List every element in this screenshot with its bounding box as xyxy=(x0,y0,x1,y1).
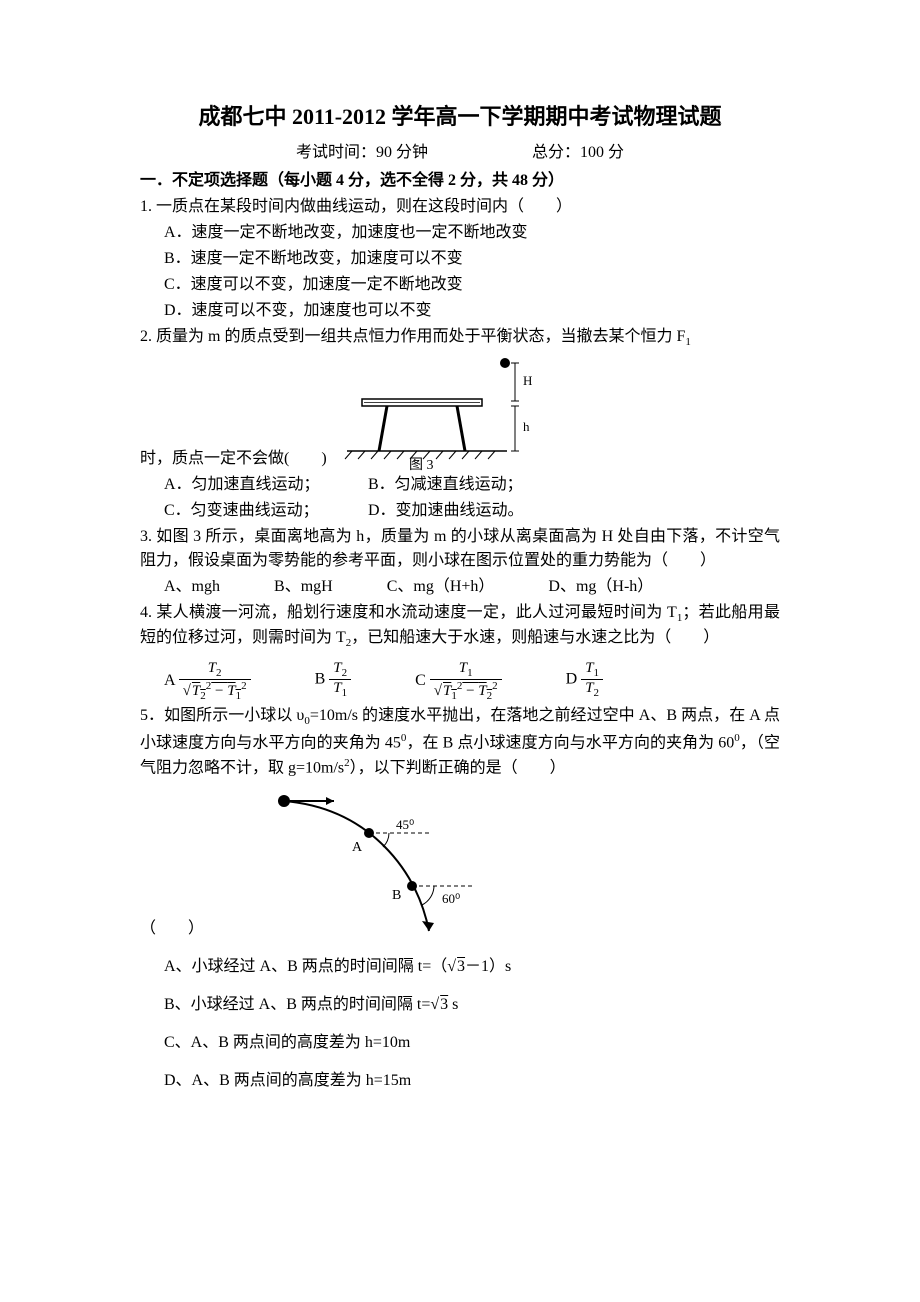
q4-opt-c: C T1 √T12 − T22 xyxy=(415,660,502,702)
q4-b-frac: T2 T1 xyxy=(329,660,351,699)
q2-opt-b: B．匀减速直线运动； xyxy=(368,476,523,493)
q5-a-p2: －1）s xyxy=(465,958,511,975)
q2-stem-p2: 时，质点一定不会做( ) xyxy=(140,447,327,471)
q3-opt-b: B、mgH xyxy=(274,575,333,599)
q3-stem: 3. 如图 3 所示，桌面离地高为 h，质量为 m 的小球从离桌面高为 H 处自… xyxy=(140,525,780,573)
q3-opt-a: A、mgh xyxy=(164,575,220,599)
q4-d-label: D xyxy=(566,670,578,687)
q4-stem: 4. 某人横渡一河流，船划行速度和水流动速度一定，此人过河最短时间为 T1；若此… xyxy=(140,601,780,652)
q2-stem-line1: 2. 质量为 m 的质点受到一组共点恒力作用而处于平衡状态，当撤去某个恒力 F1 xyxy=(140,325,780,351)
q5-opt-c: C、A、B 两点间的高度差为 h=10m xyxy=(164,1031,780,1055)
fig-label-h: h xyxy=(523,419,530,434)
q4-c-label: C xyxy=(415,672,426,689)
q4-c-frac: T1 √T12 − T22 xyxy=(430,660,502,702)
q1-opt-d: D．速度可以不变，加速度也可以不变 xyxy=(164,299,780,323)
q4-opt-d: D T1 T2 xyxy=(566,660,603,699)
q3-opt-d: D、mg（H-h） xyxy=(548,575,653,599)
q2: 2. 质量为 m 的质点受到一组共点恒力作用而处于平衡状态，当撤去某个恒力 F1… xyxy=(140,325,780,523)
q4-options: A T2 √T22 − T12 B T2 T1 C T1 √T12 − T22 … xyxy=(164,660,780,702)
q5-sp1: 5．如图所示一小球以 υ xyxy=(140,707,304,724)
q4-opt-a: A T2 √T22 − T12 xyxy=(164,660,251,702)
q5-sp3: ，在 B 点小球速度方向与水平方向的夹角为 60 xyxy=(406,734,734,751)
q4-b-label: B xyxy=(315,670,326,687)
fig3-caption: 图 3 xyxy=(409,458,434,471)
q5-b-sqrt: 3 xyxy=(439,996,448,1013)
q3: 3. 如图 3 所示，桌面离地高为 h，质量为 m 的小球从离桌面高为 H 处自… xyxy=(140,525,780,599)
q5-opt-d: D、A、B 两点间的高度差为 h=15m xyxy=(164,1069,780,1093)
q4-sp1: 4. 某人横渡一河流，船划行速度和水流动速度一定，此人过河最短时间为 T xyxy=(140,604,677,621)
q5-opt-a: A、小球经过 A、B 两点的时间间隔 t=（√3－1）s xyxy=(164,955,780,979)
q2-opt-a: A．匀加速直线运动； xyxy=(164,473,364,497)
meta-line: 考试时间：90 分钟 总分：100 分 xyxy=(140,141,780,165)
q3-opt-c: C、mg（H+h） xyxy=(387,575,495,599)
q4-a-label: A xyxy=(164,672,175,689)
q1-opt-c: C．速度可以不变，加速度一定不断地改变 xyxy=(164,273,780,297)
q4-opt-b: B T2 T1 xyxy=(315,660,352,699)
q5-figure: A 45⁰ B 60⁰ xyxy=(264,781,494,941)
q1-opt-b: B．速度一定不断地改变，加速度可以不变 xyxy=(164,247,780,271)
q1: 1. 一质点在某段时间内做曲线运动，则在这段时间内（ ） A．速度一定不断地改变… xyxy=(140,195,780,323)
q4-d-frac: T1 T2 xyxy=(581,660,603,699)
q1-stem: 1. 一质点在某段时间内做曲线运动，则在这段时间内（ ） xyxy=(140,195,780,219)
q2-stem-p1: 2. 质量为 m 的质点受到一组共点恒力作用而处于平衡状态，当撤去某个恒力 F xyxy=(140,328,685,345)
exam-title: 成都七中 2011-2012 学年高一下学期期中考试物理试题 xyxy=(140,100,780,133)
fig-label-H: H xyxy=(523,373,532,388)
q5-paren: （ ） xyxy=(140,917,204,941)
q1-opt-a: A．速度一定不断地改变，加速度也一定不断地改变 xyxy=(164,221,780,245)
fig-a-label: A xyxy=(352,840,363,855)
q2-sub1: 1 xyxy=(685,336,691,348)
q5-sp5: ），以下判断正确的是（ ） xyxy=(350,760,566,777)
q5: 5．如图所示一小球以 υ0=10m/s 的速度水平抛出，在落地之前经过空中 A、… xyxy=(140,704,780,1092)
q5-opt-b: B、小球经过 A、B 两点的时间间隔 t=√3 s xyxy=(164,993,780,1017)
q5-a-sqrt: 3 xyxy=(456,958,465,975)
q5-b-p1: B、小球经过 A、B 两点的时间间隔 t= xyxy=(164,996,430,1013)
q4-a-frac: T2 √T22 − T12 xyxy=(179,660,251,702)
q3-options: A、mgh B、mgH C、mg（H+h） D、mg（H-h） xyxy=(164,575,780,599)
q4: 4. 某人横渡一河流，船划行速度和水流动速度一定，此人过河最短时间为 T1；若此… xyxy=(140,601,780,703)
q5-stem: 5．如图所示一小球以 υ0=10m/s 的速度水平抛出，在落地之前经过空中 A、… xyxy=(140,704,780,780)
q2-opt-d: D．变加速曲线运动。 xyxy=(368,502,524,519)
fig-ang-45: 45⁰ xyxy=(396,817,414,832)
exam-time: 考试时间：90 分钟 xyxy=(296,141,428,165)
q5-options: A、小球经过 A、B 两点的时间间隔 t=（√3－1）s B、小球经过 A、B … xyxy=(140,955,780,1093)
q2-opt-c: C．匀变速曲线运动； xyxy=(164,499,364,523)
q2-opts-row2: C．匀变速曲线运动； D．变加速曲线运动。 xyxy=(164,499,780,523)
q5-b-p2: s xyxy=(448,996,458,1013)
q2-figure: H h 图 3 xyxy=(337,351,537,471)
fig-b-label: B xyxy=(392,888,401,903)
q2-opts-row1: A．匀加速直线运动； B．匀减速直线运动； xyxy=(164,473,780,497)
q5-a-p1: A、小球经过 A、B 两点的时间间隔 t=（ xyxy=(164,958,447,975)
exam-score: 总分：100 分 xyxy=(532,141,624,165)
section-1-heading: 一．不定项选择题（每小题 4 分，选不全得 2 分，共 48 分） xyxy=(140,169,780,193)
q4-sp3: ，已知船速大于水速，则船速与水速之比为（ ） xyxy=(351,629,719,646)
fig-ang-60: 60⁰ xyxy=(442,891,460,906)
